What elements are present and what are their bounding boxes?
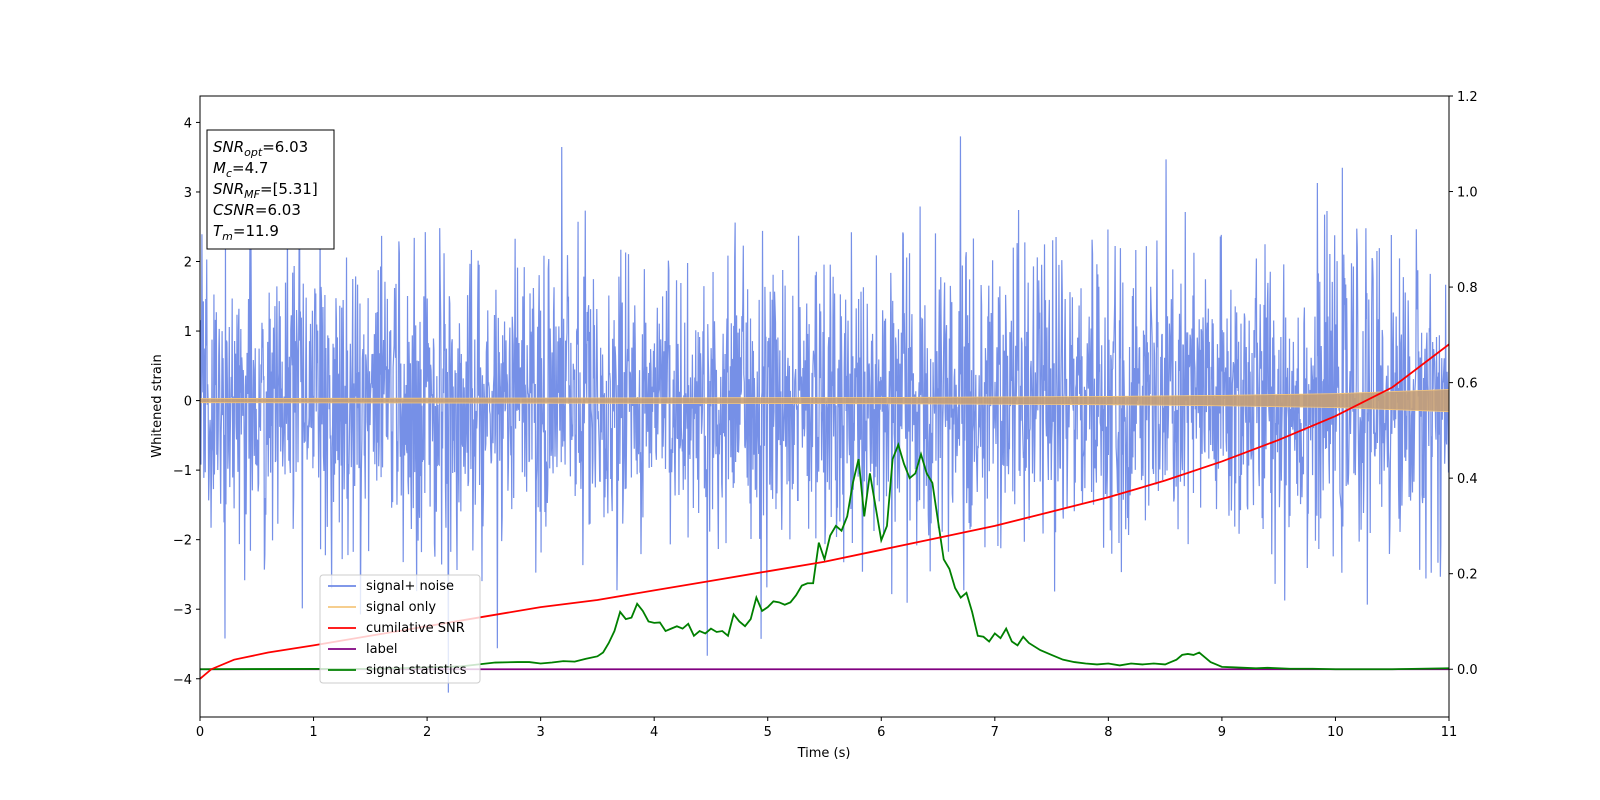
y-right-tick-label: 0.6 <box>1457 377 1478 392</box>
legend: signal+ noise signal only cumilative SNR la… <box>319 574 481 684</box>
y-left-tick-label: −3 <box>173 603 192 618</box>
y-right-tick-label: 0.4 <box>1457 472 1478 487</box>
y-right-tick-label: 0.0 <box>1457 663 1478 678</box>
y-left-tick-label: −4 <box>173 673 192 688</box>
x-tick-label: 8 <box>1104 725 1112 740</box>
info-box-line: SNRMF=[5.31] <box>213 180 318 201</box>
legend-label: cumilative SNR <box>366 621 465 636</box>
info-box-line: Mc=4.7 <box>213 159 268 180</box>
y-left-tick-label: 1 <box>184 325 192 340</box>
legend-label: signal statistics <box>366 663 467 678</box>
legend-label: signal+ noise <box>366 579 454 594</box>
y-right-tick-label: 1.2 <box>1457 90 1478 105</box>
x-tick-label: 11 <box>1441 725 1458 740</box>
info-box-frame <box>206 129 335 250</box>
y-left-tick-label: 2 <box>184 256 192 271</box>
y-left-tick-label: 4 <box>184 116 192 131</box>
x-tick-label: 1 <box>309 725 317 740</box>
series-signal-statistics <box>200 441 1449 671</box>
axes-ticks: 0 1 2 3 4 5 6 7 8 9 10 11 −4 −3 −2 −1 0 1 2 3 4 0.0 0.2 0.4 0.6 0… <box>173 90 1478 740</box>
legend-label: label <box>366 642 397 657</box>
series-signal-noise <box>200 136 1449 693</box>
x-tick-label: 3 <box>536 725 544 740</box>
x-tick-label: 7 <box>991 725 999 740</box>
y-left-tick-label: −1 <box>173 464 192 479</box>
x-axis-title: Time (s) <box>797 746 851 761</box>
x-tick-label: 9 <box>1218 725 1226 740</box>
y-right-tick-label: 0.2 <box>1457 568 1478 583</box>
x-tick-label: 0 <box>196 725 204 740</box>
axes-frame <box>199 95 1450 718</box>
x-tick-label: 5 <box>764 725 772 740</box>
legend-frame <box>319 574 481 684</box>
y-axis-title: Whitened strain <box>150 354 165 457</box>
legend-label: signal only <box>366 600 436 615</box>
y-right-tick-label: 1.0 <box>1457 186 1478 201</box>
info-box-line: CSNR=6.03 <box>213 201 301 219</box>
x-tick-label: 6 <box>877 725 885 740</box>
y-left-tick-label: 0 <box>184 395 192 410</box>
y-left-tick-label: −2 <box>173 534 192 549</box>
x-tick-label: 2 <box>423 725 431 740</box>
series-cumulative-snr <box>200 343 1449 680</box>
series-signal-only <box>200 389 1449 413</box>
y-left-tick-label: 3 <box>184 186 192 201</box>
x-tick-label: 10 <box>1327 725 1344 740</box>
x-tick-label: 4 <box>650 725 658 740</box>
info-box-line: Tm=11.9 <box>213 222 279 243</box>
info-box-line: SNRopt=6.03 <box>213 138 308 159</box>
y-right-tick-label: 0.8 <box>1457 281 1478 296</box>
